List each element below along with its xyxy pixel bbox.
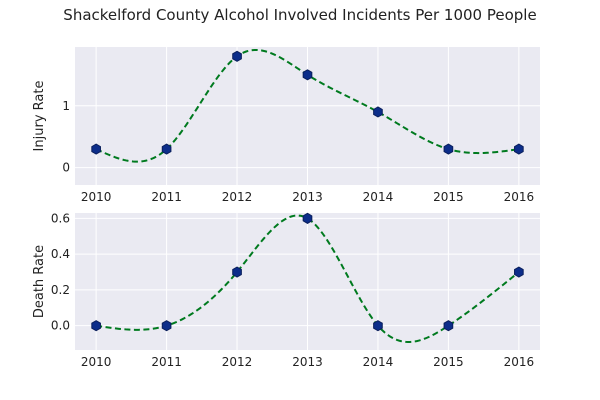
injury-data-point: [373, 106, 383, 118]
death-x-tick-label: 2010: [81, 355, 112, 369]
death-x-tick-label: 2015: [433, 355, 464, 369]
death-x-tick-label: 2016: [504, 355, 535, 369]
injury-data-point: [443, 143, 454, 155]
injury-x-tick-label: 2013: [292, 190, 323, 204]
death-data-point: [373, 320, 383, 332]
death-y-tick-label: 0.2: [51, 283, 70, 297]
injury-data-point: [302, 69, 313, 81]
injury-x-tick-label: 2010: [81, 190, 112, 204]
injury-x-tick-label: 2012: [222, 190, 253, 204]
death-data-point: [302, 212, 313, 224]
injury-rate-panel: 2010 2011 2012 2013 2014 2015 2016 0 1 Injury Rat…: [32, 47, 540, 204]
injury-y-tick-label: 1: [62, 99, 70, 113]
injury-data-point: [161, 143, 172, 155]
injury-data-point: [91, 143, 101, 155]
injury-y-tick-label: 0: [62, 161, 70, 175]
death-x-tick-label: 2012: [222, 355, 253, 369]
death-y-tick-label: 0.6: [51, 211, 70, 225]
death-data-point: [232, 266, 242, 278]
injury-x-tick-label: 2014: [363, 190, 394, 204]
death-data-point: [443, 320, 454, 332]
injury-data-point: [514, 143, 524, 155]
injury-x-tick-label: 2016: [504, 190, 535, 204]
injury-x-tick-label: 2011: [151, 190, 182, 204]
injury-y-axis-label: Injury Rate: [32, 81, 47, 152]
injury-data-point: [232, 50, 242, 62]
chart-title: Shackelford County Alcohol Involved Inci…: [63, 6, 536, 24]
injury-x-tick-label: 2015: [433, 190, 464, 204]
death-data-point: [514, 266, 524, 278]
death-data-point: [161, 320, 172, 332]
death-x-tick-label: 2014: [363, 355, 394, 369]
death-y-axis-label: Death Rate: [32, 245, 47, 318]
death-x-tick-label: 2013: [292, 355, 323, 369]
death-y-tick-label: 0.4: [51, 247, 70, 261]
death-rate-panel: 2010 2011 2012 2013 2014 2015 2016 0.0 0.2 0.4 0.6…: [32, 211, 540, 369]
death-y-tick-label: 0.0: [51, 319, 70, 333]
death-data-point: [91, 320, 101, 332]
death-x-tick-label: 2011: [151, 355, 182, 369]
